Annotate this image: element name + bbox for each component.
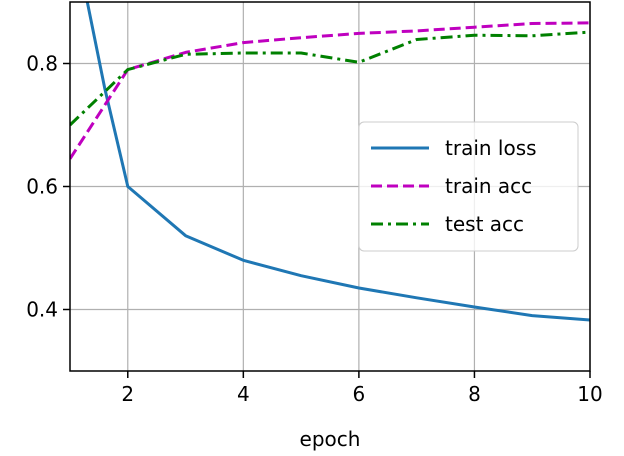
x-tick-label: 10	[577, 382, 602, 406]
y-tick-label: 0.8	[26, 52, 58, 76]
series-line-test-acc	[70, 30, 590, 127]
x-tick-label: 2	[121, 382, 134, 406]
y-tick-label: 0.6	[26, 175, 58, 199]
x-tick-label: 4	[237, 382, 250, 406]
legend-label: train loss	[445, 136, 537, 160]
x-tick-label: 6	[353, 382, 366, 406]
legend: train loss train acc test acc	[358, 121, 579, 252]
series-line-train-loss	[85, 2, 590, 322]
legend-label: train acc	[445, 174, 532, 198]
x-tick-label: 8	[468, 382, 481, 406]
legend-label: test acc	[445, 212, 524, 236]
axis-ticks: 2 4 6 8 10 0.4 0.6 0.8	[26, 52, 603, 407]
y-tick-label: 0.4	[26, 298, 58, 322]
series-lines	[70, 2, 590, 322]
legend-box	[358, 121, 579, 252]
x-axis-title: epoch	[300, 427, 361, 451]
